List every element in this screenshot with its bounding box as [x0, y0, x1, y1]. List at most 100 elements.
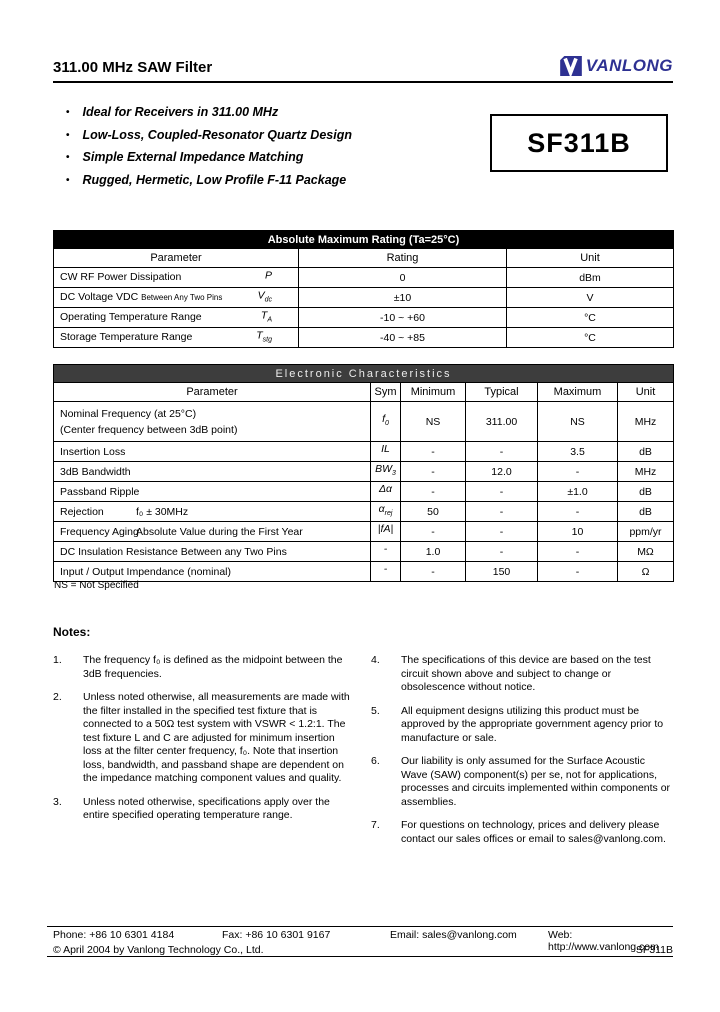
max-value: - — [537, 501, 618, 522]
feature-item: • Rugged, Hermetic, Low Profile F-11 Pack… — [66, 173, 466, 188]
elec-table-title: Electronic Characteristics — [53, 364, 674, 383]
typ-value: 12.0 — [465, 461, 538, 482]
column-header-sym: Sym — [370, 382, 401, 402]
column-header-parameter: Parameter — [53, 248, 299, 268]
abs-max-table-title: Absolute Maximum Rating (Ta=25°C) — [52, 230, 675, 249]
note-text: All equipment designs utilizing this pro… — [401, 704, 664, 744]
symbol: TA — [260, 308, 272, 324]
bullet-icon: • — [66, 174, 70, 186]
typ-value: - — [465, 541, 538, 562]
column-header-rating: Rating — [298, 248, 507, 268]
rating-value: ±10 — [298, 287, 507, 308]
table-title-row: Electronic Characteristics — [53, 364, 674, 383]
unit-label: MΩ — [617, 541, 674, 562]
vanlong-logo: VANLONG — [559, 56, 673, 78]
rating-value: -40 ~ +85 — [298, 327, 507, 348]
table-row: DC Voltage VDC Between Any Two Pins Vdc ±… — [53, 287, 675, 308]
param-cell: Rejection f₀ ± 30MHz — [53, 501, 371, 522]
param-cell: Storage Temperature Range Tstg — [53, 327, 299, 348]
table-row: 3dB Bandwidth BW3 - 12.0 - MHz — [53, 461, 674, 482]
feature-text: Low-Loss, Coupled-Resonator Quartz Desig… — [82, 127, 352, 142]
unit-label: V — [505, 287, 675, 308]
note-text: The frequency f₀ is defined as the midpo… — [83, 654, 343, 680]
feature-list: • Ideal for Receivers in 311.00 MHz • Low-… — [66, 106, 466, 196]
table-header-row: Parameter Rating Unit — [53, 248, 675, 268]
param-condition: f₀ ± 30MHz — [136, 505, 189, 518]
table-row: Storage Temperature Range Tstg -40 ~ +85 … — [53, 327, 675, 348]
symbol: f0 — [370, 401, 401, 442]
param-label: Passband Ripple — [60, 485, 140, 498]
note-item: 1. The frequency f₀ is defined as the mi… — [53, 654, 357, 681]
column-header-unit: Unit — [505, 248, 675, 268]
typ-value: - — [465, 481, 538, 502]
param-label: DC Voltage VDC — [60, 291, 142, 303]
param-label: Input / Output Impendance (nominal) — [60, 565, 232, 578]
param-label: DC Insulation Resistance Between any Two… — [60, 545, 287, 558]
note-text: Unless noted otherwise, all measurements… — [83, 691, 350, 784]
bullet-icon: • — [66, 107, 70, 118]
unit-label: °C — [505, 307, 675, 328]
param-cell: DC Voltage VDC Between Any Two Pins Vdc — [53, 287, 299, 308]
vanlong-logo-icon — [559, 56, 582, 78]
column-header-typical: Typical — [465, 382, 538, 402]
unit-label: Ω — [617, 561, 674, 582]
footer-copyright-row: © April 2004 by Vanlong Technology Co., … — [47, 944, 673, 956]
param-cell: Insertion Loss — [53, 441, 371, 462]
min-value: - — [400, 481, 466, 502]
note-number: 6. — [371, 755, 380, 767]
symbol: Δα — [370, 481, 401, 502]
table-row: Insertion Loss IL - - 3.5 dB — [53, 441, 674, 462]
symbol: αrej — [370, 501, 401, 522]
param-cell: Nominal Frequency (at 25°C) (Center freq… — [53, 401, 371, 442]
note-number: 4. — [371, 654, 380, 666]
feature-text: Ideal for Receivers in 311.00 MHz — [82, 105, 279, 119]
header: 311.00 MHz SAW Filter VANLONG — [53, 56, 673, 83]
table-row: CW RF Power Dissipation P 0 dBm — [53, 267, 675, 288]
note-number: 5. — [371, 704, 380, 717]
column-header-maximum: Maximum — [537, 382, 618, 402]
table-row: Nominal Frequency (at 25°C) (Center freq… — [53, 401, 674, 442]
table-row: Rejection f₀ ± 30MHz αrej 50 - - dB — [53, 501, 674, 522]
unit-label: dB — [617, 441, 674, 462]
column-header-minimum: Minimum — [400, 382, 466, 402]
param-label: Frequency Aging — [60, 525, 139, 538]
note-item: 3. Unless noted otherwise, specification… — [53, 796, 357, 823]
symbol: P — [264, 268, 272, 281]
footer-phone: Phone: +86 10 6301 4184 — [53, 929, 175, 941]
param-sublabel: (Center frequency between 3dB point) — [60, 423, 238, 436]
param-cell: CW RF Power Dissipation P — [53, 267, 299, 288]
notes-right-column: 4. The specifications of this device are… — [371, 654, 675, 856]
max-value: NS — [537, 401, 618, 442]
param-condition: Absolute Value during the First Year — [136, 525, 303, 538]
typ-value: 150 — [465, 561, 538, 582]
notes-section: 1. The frequency f₀ is defined as the mi… — [53, 654, 675, 856]
symbol: |fA| — [370, 521, 401, 542]
symbol: IL — [370, 441, 401, 462]
table-header-row: Parameter Sym Minimum Typical Maximum Un… — [53, 382, 674, 402]
note-item: 4. The specifications of this device are… — [371, 654, 675, 695]
param-cell: Frequency Aging Absolute Value during the… — [53, 521, 371, 542]
min-value: 50 — [400, 501, 466, 522]
rating-value: 0 — [298, 267, 507, 288]
param-label: CW RF Power Dissipation — [60, 271, 182, 283]
abs-max-table: Absolute Maximum Rating (Ta=25°C) Parame… — [52, 230, 675, 348]
table-title-row: Absolute Maximum Rating (Ta=25°C) — [52, 230, 675, 249]
param-label: Storage Temperature Range — [60, 331, 193, 343]
unit-label: dB — [617, 481, 674, 502]
footer-contacts: Phone: +86 10 6301 4184 Fax: +86 10 6301… — [47, 926, 673, 957]
param-cell: DC Insulation Resistance Between any Two… — [53, 541, 371, 562]
feature-item: • Low-Loss, Coupled-Resonator Quartz Desi… — [66, 127, 466, 143]
note-text: Our liability is only assumed for the Su… — [401, 755, 671, 808]
param-label: Insertion Loss — [60, 445, 126, 458]
symbol: Tstg — [256, 328, 272, 344]
footer-part-number: SF311B — [635, 944, 673, 956]
bullet-icon: • — [66, 152, 70, 163]
symbol: - — [370, 561, 401, 582]
max-value: - — [537, 561, 618, 582]
note-item: 5. All equipment designs utilizing this … — [371, 705, 675, 746]
min-value: - — [400, 521, 466, 542]
note-item: 6. Our liability is only assumed for the… — [371, 755, 675, 809]
notes-left-column: 1. The frequency f₀ is defined as the mi… — [53, 654, 357, 856]
param-label: Nominal Frequency (at 25°C) — [60, 407, 197, 420]
typ-value: - — [465, 501, 538, 522]
